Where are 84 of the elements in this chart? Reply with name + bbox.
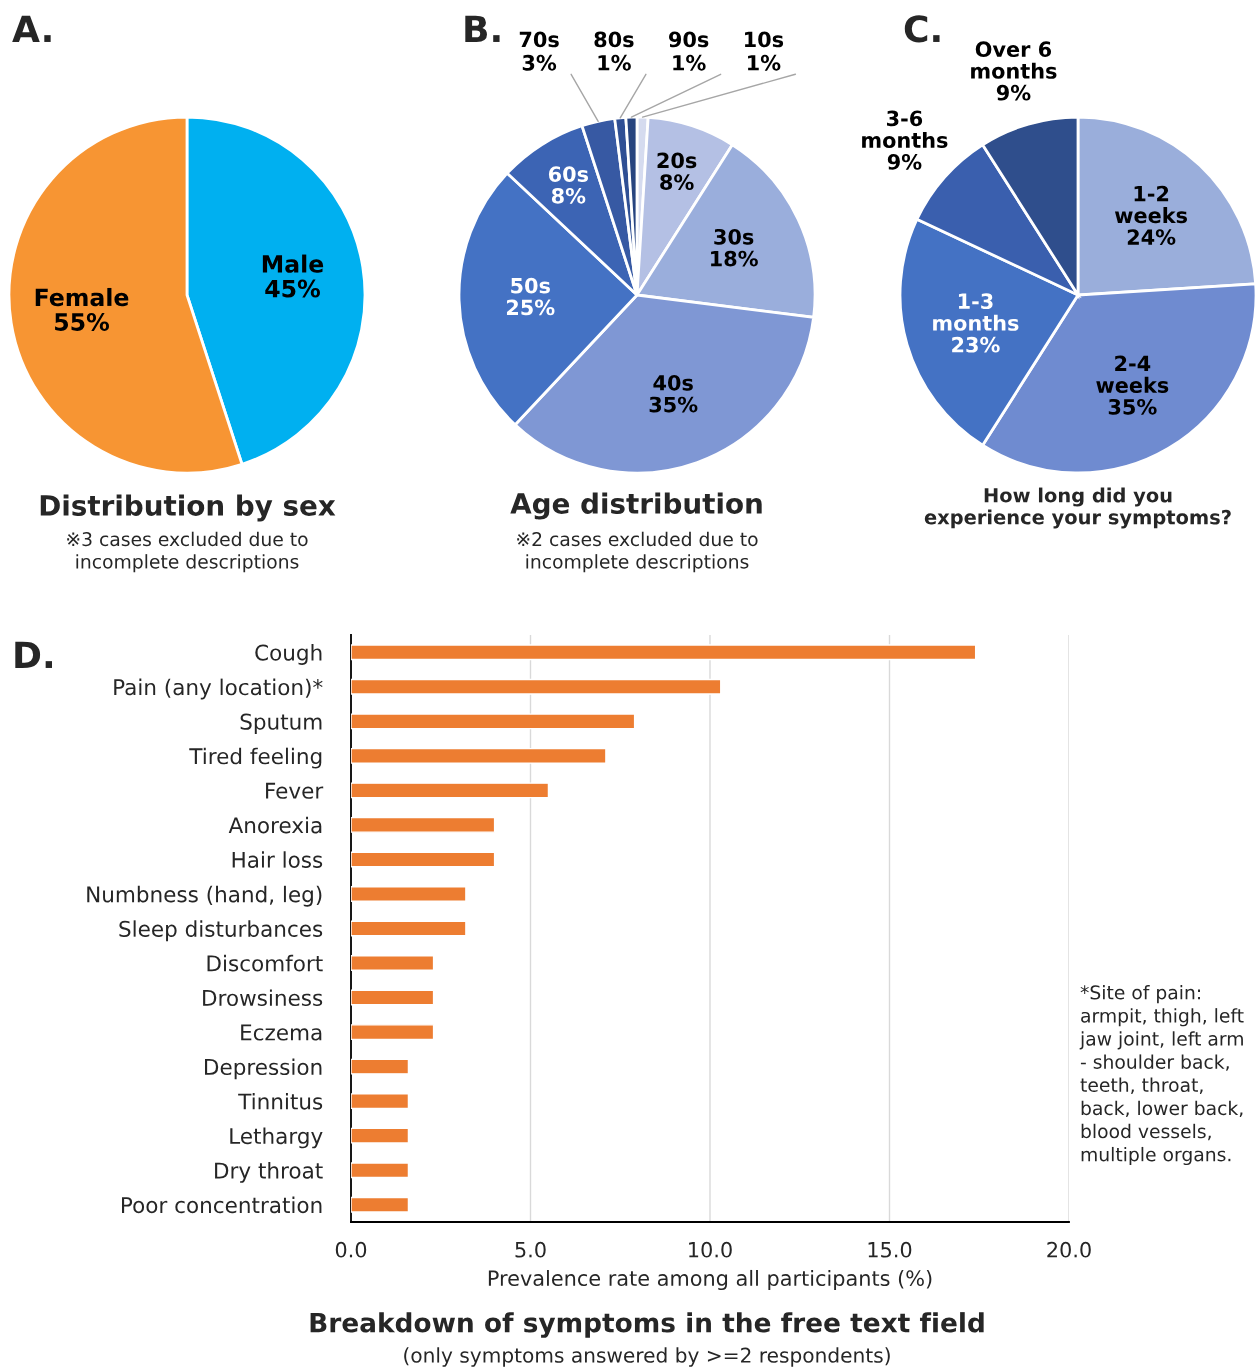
x-tick-label: 20.0 [1047,1241,1091,1258]
y-tick-label: Sputum [240,713,322,734]
data-label: 9% [887,154,922,170]
x-tick-label: 10.0 [689,1241,732,1258]
bar [351,1162,410,1179]
y-tick-label: Pain (any location)* [114,678,323,700]
data-label: 9% [996,84,1031,101]
bar [351,816,496,833]
text: A. [12,15,51,42]
slice-label: 80s [594,31,634,48]
text: Age distribution [510,492,762,520]
text: (only symptoms answered by >=2 respondents) [404,1347,890,1367]
slice-label: 20s [657,152,697,169]
slice-label: 1-3 months [933,293,1019,331]
bar [351,782,550,799]
y-tick-label: Tinnitus [238,1092,323,1110]
text: *Site of pain: armpit, thigh, left jaw joint, left arm - shoulder back, teeth, throat, back, lower back, blood vessels, multiple organs. [1079,985,1244,1166]
bar [351,886,467,902]
text: ※2 cases excluded due to incomplete descriptions [517,531,758,573]
bar [351,678,722,695]
data-label: 55% [55,313,110,331]
y-tick-label: Fever [266,782,324,799]
bar [351,644,977,661]
text: C. [904,15,940,43]
data-label: 8% [551,187,586,204]
data-label: 45% [265,279,320,298]
slice-label: Over 6 months [971,41,1057,79]
data-label: 3% [522,54,557,71]
slice-label: 1-2 weeks [1114,185,1187,224]
slice-label: 10s [745,31,784,48]
y-tick-label: Depression [205,1058,322,1080]
slice-label: 2-4 weeks [1096,355,1169,393]
bar [351,955,435,971]
y-tick-label: Tired feeling [189,747,322,769]
x-tick-label: 5.0 [515,1241,546,1258]
slice-label: 90s [669,31,709,48]
y-tick-label: Discomfort [207,954,323,972]
slice-label: 40s [653,374,693,391]
y-tick-label: Cough [255,644,322,665]
bar [351,989,435,1006]
bar [351,1093,410,1110]
bar [351,851,496,868]
slice-label: 60s [548,166,589,182]
data-label: 1% [748,54,781,71]
y-tick-label: Dry throat [215,1162,323,1183]
bar [351,1196,410,1213]
slice-label: 3-6 months [862,110,948,149]
text: Breakdown of symptoms in the free text field [310,1312,984,1338]
bar [351,747,607,764]
data-label: 24% [1127,229,1176,245]
x-tick-label: 0.0 [335,1241,367,1258]
y-tick-label: Lethargy [230,1127,323,1149]
data-label: 1% [598,54,631,71]
slice-label: Female [35,287,129,307]
slice-label: Male [262,254,324,273]
y-tick-label: Eczema [241,1024,322,1041]
bar [351,713,636,730]
data-label: 35% [1108,398,1157,415]
y-tick-label: Sleep disturbances [119,920,323,942]
data-label: 8% [660,174,694,191]
text: How long did you experience your symptoms? [924,487,1231,529]
y-tick-label: Drowsiness [203,989,323,1007]
y-tick-label: Numbness (hand, leg) [87,885,322,907]
slice-label: 50s [511,277,550,294]
bar [351,920,467,937]
slice-label: 30s [714,228,754,245]
x-tick-label: 15.0 [868,1241,912,1258]
data-label: 18% [711,250,758,267]
text: D. [15,641,53,668]
data-label: 1% [673,54,706,71]
data-label: 23% [952,336,1000,353]
y-tick-label: Anorexia [228,816,322,834]
text: B. [465,15,500,42]
bar [351,1024,435,1041]
y-tick-label: Poor concentration [122,1196,322,1214]
slice-label: 70s [519,31,559,48]
text: Distribution by sex [40,494,336,522]
data-label: 25% [506,299,555,316]
text: ※3 cases excluded due to incomplete descriptions [67,531,308,573]
y-tick-label: Hair loss [232,851,323,868]
x-axis-title: Prevalence rate among all participants (%) [488,1269,932,1291]
bar [351,1127,410,1144]
data-label: 35% [649,396,698,413]
bar [351,1058,410,1075]
